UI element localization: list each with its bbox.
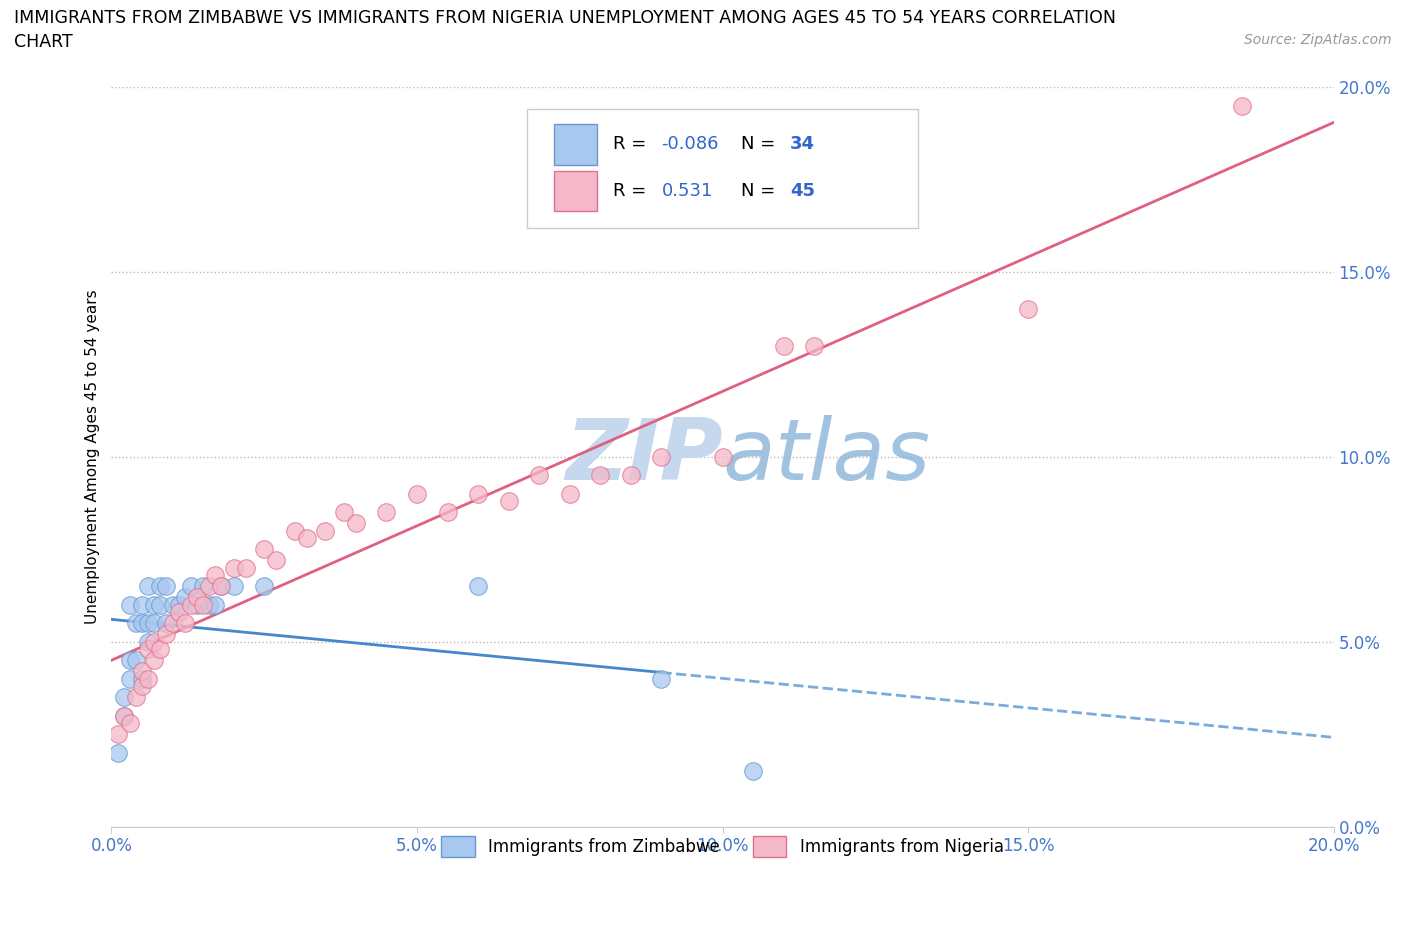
- Text: ZIP: ZIP: [565, 416, 723, 498]
- Point: [118, 597, 141, 612]
- Point: [112, 709, 135, 724]
- Point: [204, 597, 226, 612]
- Point: [498, 494, 520, 509]
- Point: [173, 616, 195, 631]
- Point: [143, 634, 166, 649]
- Point: [143, 597, 166, 612]
- Text: Source: ZipAtlas.com: Source: ZipAtlas.com: [1244, 33, 1392, 46]
- Point: [198, 597, 221, 612]
- Point: [149, 597, 172, 612]
- Point: [107, 727, 129, 742]
- Point: [1230, 99, 1253, 113]
- Point: [118, 716, 141, 731]
- Text: R =: R =: [613, 181, 657, 200]
- Point: [620, 468, 643, 483]
- Point: [125, 653, 148, 668]
- Y-axis label: Unemployment Among Ages 45 to 54 years: Unemployment Among Ages 45 to 54 years: [86, 289, 100, 624]
- Text: 0.531: 0.531: [661, 181, 713, 200]
- Point: [112, 709, 135, 724]
- Point: [118, 653, 141, 668]
- Point: [131, 679, 153, 694]
- Point: [295, 531, 318, 546]
- Point: [650, 449, 672, 464]
- Point: [209, 578, 232, 593]
- Point: [173, 590, 195, 604]
- Point: [149, 578, 172, 593]
- Point: [1017, 301, 1039, 316]
- Point: [131, 616, 153, 631]
- Point: [191, 597, 214, 612]
- Point: [222, 561, 245, 576]
- Point: [558, 486, 581, 501]
- FancyBboxPatch shape: [527, 110, 918, 228]
- Point: [235, 561, 257, 576]
- Point: [155, 616, 177, 631]
- Point: [167, 597, 190, 612]
- Text: atlas: atlas: [723, 416, 931, 498]
- Point: [253, 542, 276, 557]
- Point: [162, 597, 184, 612]
- Point: [112, 690, 135, 705]
- Point: [204, 568, 226, 583]
- Legend: Immigrants from Zimbabwe, Immigrants from Nigeria: Immigrants from Zimbabwe, Immigrants fro…: [427, 823, 1017, 870]
- Point: [131, 597, 153, 612]
- Point: [772, 339, 794, 353]
- Text: R =: R =: [613, 135, 651, 153]
- Point: [155, 578, 177, 593]
- Point: [284, 524, 307, 538]
- Text: -0.086: -0.086: [661, 135, 718, 153]
- Text: N =: N =: [741, 135, 780, 153]
- Text: CHART: CHART: [14, 33, 73, 50]
- Point: [253, 578, 276, 593]
- Point: [143, 616, 166, 631]
- FancyBboxPatch shape: [554, 124, 596, 165]
- Point: [149, 642, 172, 657]
- Point: [131, 664, 153, 679]
- Point: [467, 578, 489, 593]
- Point: [344, 516, 367, 531]
- Point: [162, 616, 184, 631]
- Point: [143, 653, 166, 668]
- Point: [186, 590, 208, 604]
- Point: [589, 468, 612, 483]
- Point: [803, 339, 825, 353]
- Point: [436, 505, 458, 520]
- Point: [136, 642, 159, 657]
- Point: [186, 597, 208, 612]
- Point: [155, 627, 177, 642]
- Point: [191, 578, 214, 593]
- Point: [314, 524, 336, 538]
- Point: [406, 486, 429, 501]
- Point: [209, 578, 232, 593]
- Point: [180, 597, 202, 612]
- Point: [125, 616, 148, 631]
- Point: [125, 690, 148, 705]
- Point: [136, 578, 159, 593]
- Point: [180, 578, 202, 593]
- Point: [136, 634, 159, 649]
- Point: [266, 553, 288, 568]
- Point: [167, 604, 190, 619]
- Point: [136, 616, 159, 631]
- Text: 34: 34: [790, 135, 814, 153]
- Point: [332, 505, 354, 520]
- FancyBboxPatch shape: [554, 171, 596, 211]
- Point: [527, 468, 550, 483]
- Point: [222, 578, 245, 593]
- Text: IMMIGRANTS FROM ZIMBABWE VS IMMIGRANTS FROM NIGERIA UNEMPLOYMENT AMONG AGES 45 T: IMMIGRANTS FROM ZIMBABWE VS IMMIGRANTS F…: [14, 9, 1116, 27]
- Point: [136, 671, 159, 686]
- Text: N =: N =: [741, 181, 780, 200]
- Point: [198, 578, 221, 593]
- Text: 45: 45: [790, 181, 814, 200]
- Point: [375, 505, 398, 520]
- Point: [742, 764, 765, 778]
- Point: [650, 671, 672, 686]
- Point: [467, 486, 489, 501]
- Point: [131, 671, 153, 686]
- Point: [107, 745, 129, 760]
- Point: [711, 449, 734, 464]
- Point: [118, 671, 141, 686]
